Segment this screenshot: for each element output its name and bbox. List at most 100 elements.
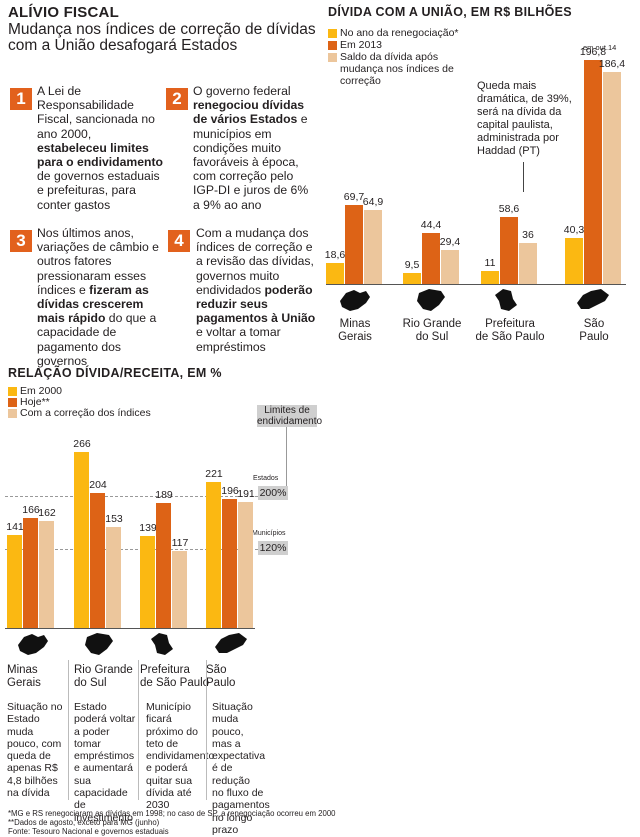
chart1-category-label-1-1: Minas [339, 318, 371, 330]
chart2-legend-label-1: Em 2000 [20, 385, 63, 397]
chart2-note-divider-2 [138, 660, 139, 800]
chart2-category-label-1-1: Minas [7, 664, 38, 676]
chart2-category-label-1-2: Gerais [7, 677, 41, 689]
chart1-category-label-3-2: de São Paulo [475, 331, 545, 343]
chart1-value-label-s1-3: 11 [484, 257, 496, 270]
chart2-bar-s1-2 [74, 452, 89, 628]
chart1-value-label-s3-4: 186,4 [598, 57, 626, 70]
chart1-category-label-2-2: do Sul [415, 331, 449, 343]
chart1-legend-swatch-1 [328, 29, 337, 38]
chart2-legend-swatch-3 [8, 409, 17, 418]
chart2-value-label-s2-3: 189 [155, 489, 173, 502]
chart2-category-label-3-2: de São Paulo [140, 677, 210, 689]
chart2-category-label-4-1: São [206, 664, 227, 676]
chart1-title: DÍVIDA COM A UNIÃO, EM R$ BILHÕES [328, 5, 572, 19]
limit-line-1 [5, 496, 258, 497]
chart1-legend-label-2: Em 2013 [340, 39, 383, 51]
chart2-note-1: Situação no Estado muda pouco, com queda… [7, 701, 63, 800]
chart2-value-label-s1-3: 139 [139, 522, 157, 535]
chart2-value-label-s2-2: 204 [89, 479, 107, 492]
chart2-value-label-s1-4: 221 [205, 468, 223, 481]
chart1-legend-label-3: Saldo da dívida após mudança nos índices… [340, 51, 454, 87]
chart2-legend-swatch-2 [8, 398, 17, 407]
infographic-subtitle: Mudança nos índices de correção de dívid… [8, 21, 316, 54]
chart1-bar-s1-1 [326, 262, 344, 284]
footnote-source: Fonte: Tesouro Nacional e governos estad… [8, 827, 169, 836]
chart1-category-label-1-2: Gerais [338, 331, 372, 343]
step-2-text: O governo federal renegociou dívidas de … [193, 84, 309, 212]
chart1-value-label-s2-4: 196,8 [579, 45, 607, 58]
chart1-value-label-s1-4: 40,3 [563, 224, 585, 237]
chart1-category-label-4-1: São [583, 318, 605, 330]
limits-connector [286, 427, 287, 494]
chart2-bar-s2-2 [90, 493, 105, 628]
chart1-value-label-s2-3: 58,6 [498, 203, 520, 216]
chart1-bar-s2-3 [500, 217, 518, 284]
chart1-value-label-s1-1: 18,6 [324, 248, 346, 261]
chart2-value-label-s1-1: 141 [6, 520, 24, 533]
chart1-bar-s3-1 [364, 210, 382, 284]
chart2-category-label-2-2: do Sul [74, 677, 107, 689]
chart1-bar-s1-2 [403, 273, 421, 284]
step-1-number: 1 [10, 88, 32, 110]
chart2-bar-s3-1 [39, 521, 54, 628]
chart2-category-label-2-1: Rio Grande [74, 664, 133, 676]
chart2-bar-s3-2 [106, 527, 121, 628]
chart2-bar-s1-1 [7, 534, 22, 628]
chart2-note-2: Estado poderá voltar a poder tomar empré… [74, 701, 136, 824]
chart2-baseline [5, 628, 255, 629]
chart1-bar-s3-2 [441, 250, 459, 284]
chart2-minas-gerais-map-icon [14, 631, 50, 657]
chart1-bar-s2-2 [422, 233, 440, 284]
chart2-category-label-4-2: Paulo [206, 677, 236, 689]
chart2-sao-paulo-city-map-icon [147, 631, 183, 657]
step-3-text: Nos últimos anos, variações de câmbio e … [37, 226, 159, 368]
chart2-value-label-s3-3: 117 [171, 536, 189, 549]
chart2-note-4: Situação muda pouco, mas a expectativa é… [212, 701, 270, 836]
chart2-title: RELAÇÃO DÍVIDA/RECEITA, EM % [8, 366, 222, 380]
chart2-value-label-s3-1: 162 [38, 507, 56, 520]
chart1-bar-s3-4 [603, 71, 621, 284]
chart1-category-label-2-1: Rio Grande [402, 318, 462, 330]
step-4-number: 4 [168, 230, 190, 252]
step-1-text: A Lei de Responsabilidade Fiscal, sancio… [37, 84, 163, 212]
footnote-2: **Dados de agosto, exceto para MG (junho… [8, 818, 160, 827]
chart1-value-label-s3-2: 29,4 [439, 236, 461, 249]
step-3-number: 3 [10, 230, 32, 252]
infographic-title: ALÍVIO FISCAL [8, 4, 119, 21]
chart2-value-label-s3-2: 153 [105, 513, 123, 526]
chart2-value-label-s3-4: 191 [237, 487, 255, 500]
chart2-value-label-s2-1: 166 [22, 504, 40, 517]
chart2-legend-label-3: Com a correção dos índices [20, 407, 151, 419]
footnote-1: *MG e RS renegociaram as dívidas em 1998… [8, 809, 336, 818]
chart1-legend-label-1: No ano da renegociação* [340, 27, 459, 39]
chart1-sao-paulo-state-map-icon [575, 287, 611, 313]
chart2-bar-s1-4 [206, 482, 221, 628]
chart2-note-3: Município ficará próximo do teto de endi… [146, 701, 215, 812]
chart2-bar-s3-3 [172, 550, 187, 628]
chart1-extra-note: em out.14 [583, 43, 617, 52]
chart2-bar-s2-3 [156, 503, 171, 628]
chart1-bar-s1-3 [481, 271, 499, 284]
chart2-bar-s2-1 [23, 518, 38, 628]
chart2-bar-s3-4 [238, 501, 253, 628]
chart2-legend-label-2: Hoje** [20, 396, 50, 408]
chart2-bar-s2-4 [222, 498, 237, 628]
chart1-baseline [326, 284, 626, 285]
chart2-value-label-s1-2: 266 [73, 438, 91, 451]
limit-line-2 [5, 548, 258, 550]
chart1-bar-s2-1 [345, 204, 363, 284]
chart1-category-label-4-2: Paulo [579, 331, 609, 343]
chart1-bar-s1-4 [565, 238, 583, 284]
chart1-legend-swatch-3 [328, 53, 337, 62]
chart1-category-label-3-1: Prefeitura [485, 318, 535, 330]
chart1-bar-s2-4 [584, 59, 602, 284]
chart1-annotation: Queda mais dramática, de 39%, será na dí… [477, 80, 572, 157]
chart1-sao-paulo-city-map-icon [491, 287, 527, 313]
limit-label-municipalities: Municípios [252, 530, 286, 537]
chart1-rio-grande-do-sul-map-icon [413, 287, 449, 313]
step-2-number: 2 [166, 88, 188, 110]
chart2-rio-grande-do-sul-map-icon [81, 631, 117, 657]
limits-title-box: Limites de endividamento [257, 405, 323, 427]
